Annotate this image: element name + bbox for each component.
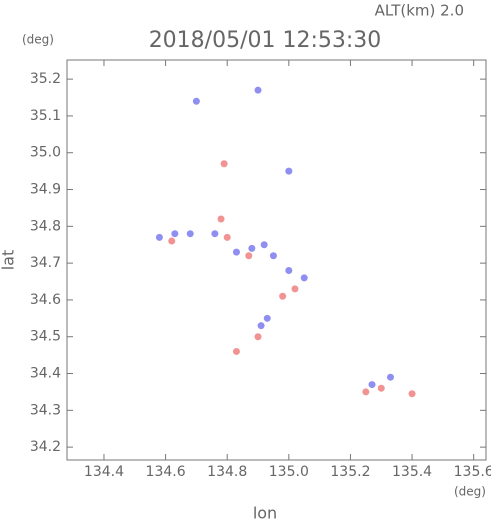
x-tick-label: 135.4 <box>392 464 432 480</box>
x-tick-label: 135.0 <box>269 464 309 480</box>
echo-point <box>362 388 370 396</box>
echo-point <box>263 314 271 322</box>
echo-point <box>257 322 265 330</box>
x-tick-label: 134.8 <box>207 464 247 480</box>
y-unit: (deg) <box>22 33 54 47</box>
echo-point <box>245 252 253 260</box>
x-tick-label: 135.2 <box>330 464 370 480</box>
altitude-label: ALT(km) 2.0 <box>375 2 464 20</box>
y-tick-label: 34.3 <box>30 402 61 418</box>
x-tick-label: 134.6 <box>146 464 186 480</box>
y-tick-label: 34.9 <box>30 182 61 198</box>
y-tick-label: 34.4 <box>30 366 61 382</box>
echo-point <box>192 97 200 105</box>
echo-point <box>386 373 394 381</box>
echo-point <box>408 390 416 398</box>
y-tick-label: 34.2 <box>30 439 61 455</box>
plot-frame <box>66 59 487 461</box>
y-tick-label: 34.8 <box>30 218 61 234</box>
echo-point <box>155 233 163 241</box>
echo-point <box>279 292 287 300</box>
echo-point <box>260 241 268 249</box>
echo-point <box>368 381 376 389</box>
echo-point <box>223 233 231 241</box>
x-tick-label: 134.4 <box>84 464 124 480</box>
y-axis-label: lat <box>0 250 18 271</box>
echo-point <box>232 347 240 355</box>
echo-point <box>254 333 262 341</box>
echo-point <box>211 230 219 238</box>
x-unit: (deg) <box>454 485 486 499</box>
x-axis-label: lon <box>253 504 277 522</box>
echo-point <box>300 274 308 282</box>
echo-point <box>269 252 277 260</box>
echo-point <box>168 237 176 245</box>
y-tick-label: 34.7 <box>30 255 61 271</box>
echo-point <box>232 248 240 256</box>
echo-point <box>285 167 293 175</box>
x-tick-label: 135.6 <box>454 464 491 480</box>
echo-point <box>217 215 225 223</box>
y-tick-label: 34.5 <box>30 329 61 345</box>
echo-point <box>171 230 179 238</box>
y-tick-label: 35.2 <box>30 71 61 87</box>
echo-point <box>248 244 256 252</box>
echo-point <box>291 285 299 293</box>
echo-point <box>377 384 385 392</box>
echo-point <box>186 230 194 238</box>
y-tick-label: 35.0 <box>30 145 61 161</box>
echo-point <box>254 86 262 94</box>
echo-point <box>220 160 228 168</box>
chart-title: 2018/05/01 12:53:30 <box>149 28 382 53</box>
y-tick-label: 35.1 <box>30 108 61 124</box>
echo-point <box>285 266 293 274</box>
y-tick-label: 34.6 <box>30 292 61 308</box>
